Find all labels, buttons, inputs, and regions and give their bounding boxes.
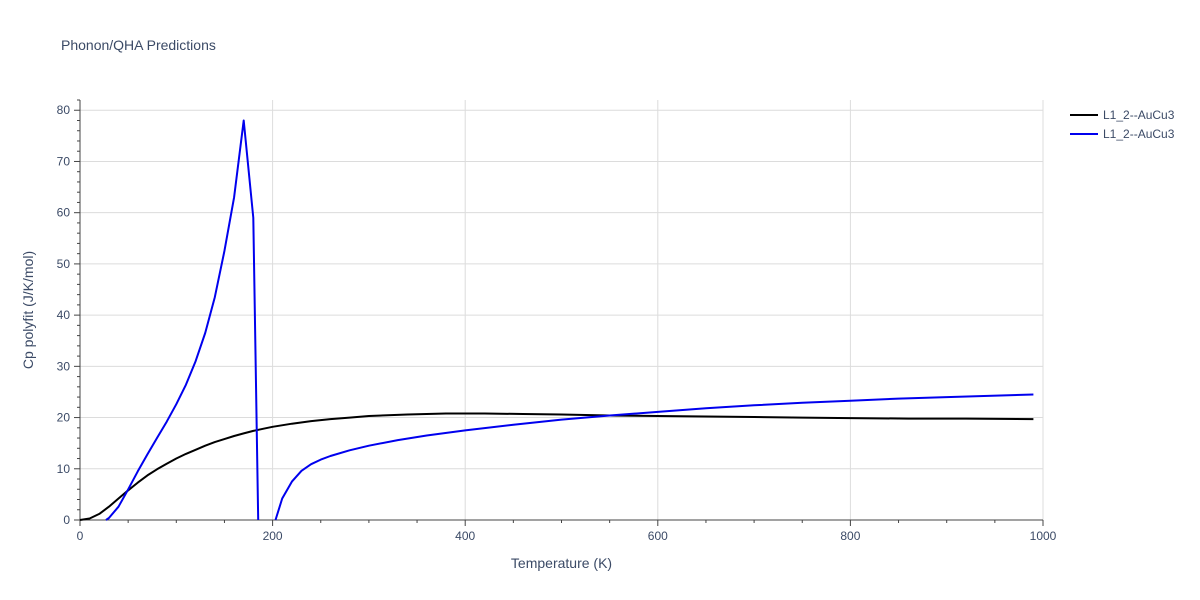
grid bbox=[80, 100, 1044, 520]
series-line-1 bbox=[79, 412, 1034, 521]
y-tick-label: 20 bbox=[57, 411, 71, 425]
y-tick-label: 70 bbox=[57, 154, 71, 168]
legend: L1_2--AuCu3 L1_2--AuCu3 bbox=[1070, 108, 1175, 141]
axes: 0 200 400 600 800 1000 0 10 20 30 40 50 60 70 80 bbox=[57, 99, 1057, 543]
x-tick-label: 400 bbox=[455, 529, 475, 543]
y-tick-label: 0 bbox=[63, 513, 70, 527]
chart-title: Phonon/QHA Predictions bbox=[61, 37, 216, 53]
x-tick-label: 200 bbox=[263, 529, 283, 543]
plot-area bbox=[79, 119, 1034, 521]
y-tick-label: 10 bbox=[57, 462, 71, 476]
y-tick-label: 40 bbox=[57, 308, 71, 322]
y-tick-label: 30 bbox=[57, 359, 71, 373]
y-tick-label: 50 bbox=[57, 257, 71, 271]
series-line-2 bbox=[105, 119, 1034, 521]
y-tick-label: 60 bbox=[57, 206, 71, 220]
legend-label-1: L1_2--AuCu3 bbox=[1103, 108, 1175, 122]
x-tick-label: 600 bbox=[648, 529, 668, 543]
x-tick-label: 1000 bbox=[1030, 529, 1057, 543]
x-tick-label: 0 bbox=[77, 529, 84, 543]
x-tick-label: 800 bbox=[840, 529, 860, 543]
x-axis-title: Temperature (K) bbox=[511, 555, 612, 571]
y-tick-label: 80 bbox=[57, 103, 71, 117]
legend-label-2: L1_2--AuCu3 bbox=[1103, 127, 1175, 141]
y-axis-title: Cp polyfit (J/K/mol) bbox=[20, 251, 36, 369]
